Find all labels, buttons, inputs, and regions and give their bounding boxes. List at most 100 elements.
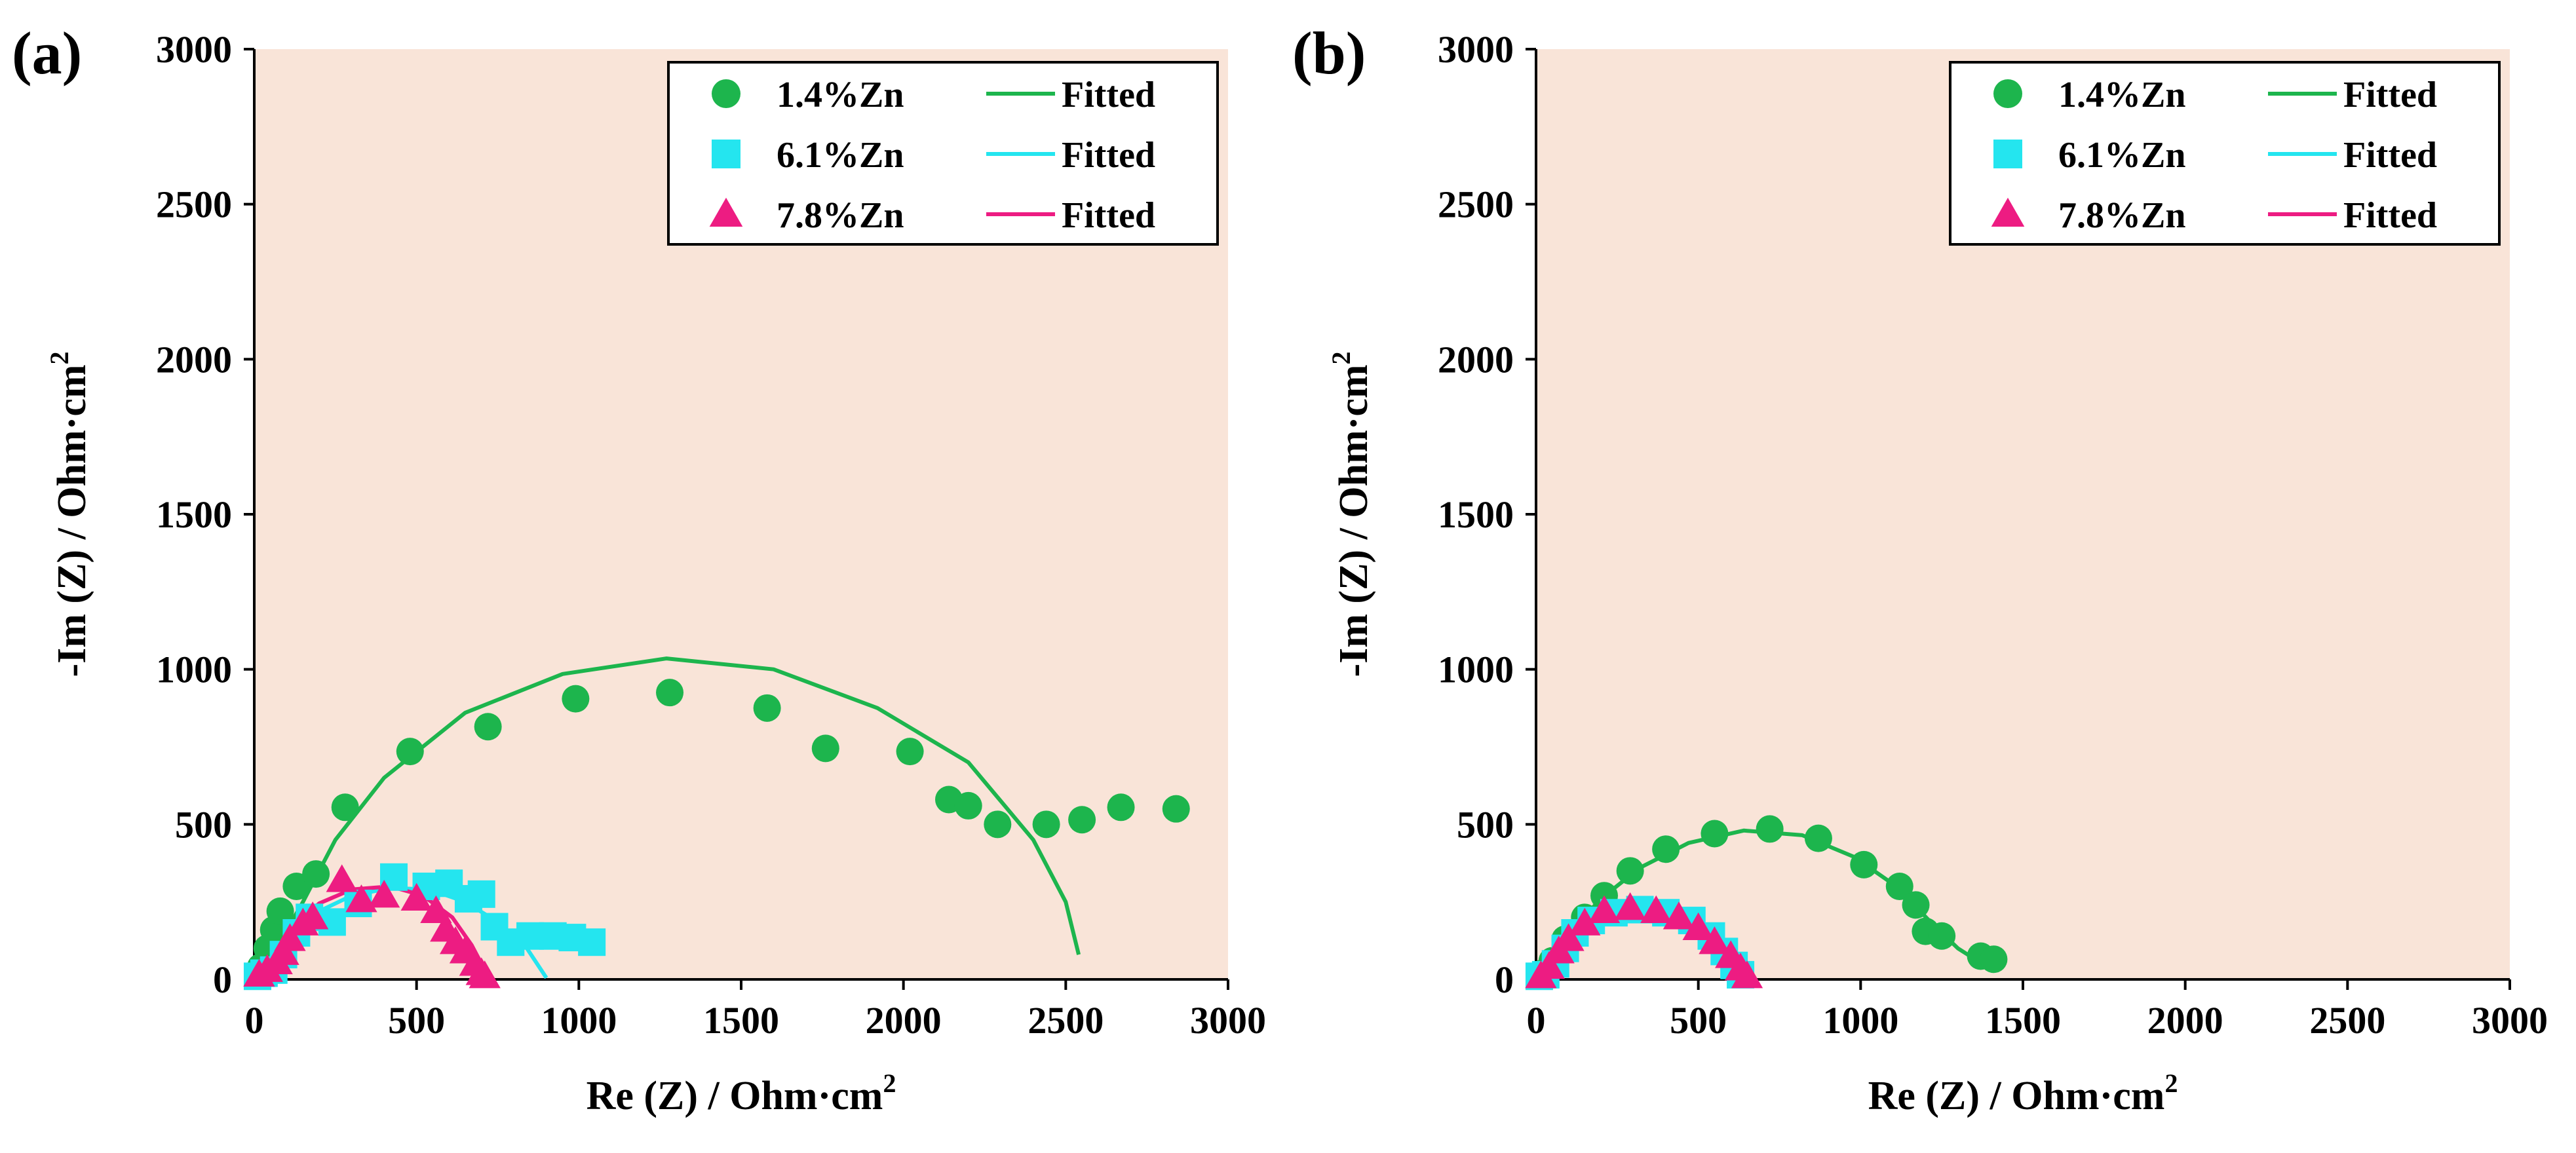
data-point — [274, 923, 306, 951]
legend-series-label: 7.8%Zn — [2058, 195, 2186, 236]
y-tick-label: 2500 — [1438, 183, 1514, 226]
data-point — [562, 685, 590, 713]
series-7.8%Zn — [243, 864, 501, 989]
y-tick-label: 2500 — [156, 183, 232, 226]
legend-marker — [1991, 197, 2025, 227]
x-tick-label: 3000 — [1190, 999, 1266, 1042]
data-point — [1902, 891, 1930, 919]
data-point — [474, 713, 502, 741]
data-point — [1614, 892, 1646, 920]
x-tick-label: 2500 — [1028, 999, 1104, 1042]
data-point — [1756, 815, 1784, 843]
data-point — [578, 928, 606, 956]
y-tick-label: 0 — [213, 958, 232, 1001]
y-tick-label: 2000 — [1438, 338, 1514, 381]
y-tick-label: 0 — [1495, 958, 1514, 1001]
x-tick-label: 0 — [1527, 999, 1546, 1042]
x-tick-label: 1500 — [703, 999, 779, 1042]
legend: 1.4%Zn Fitted 6.1%Zn Fitted 7.8%Zn Fitted — [667, 61, 1219, 246]
legend-fit-label: Fitted — [2343, 75, 2437, 115]
x-tick-label: 1000 — [1822, 999, 1898, 1042]
y-tick-label: 1500 — [1438, 493, 1514, 536]
data-point — [345, 884, 377, 913]
x-axis-label-superscript: 2 — [883, 1068, 896, 1098]
data-point — [1533, 951, 1565, 979]
legend-series-label: 6.1%Zn — [777, 135, 904, 176]
legend-series-label: 6.1%Zn — [2058, 135, 2186, 176]
data-point — [1640, 895, 1672, 923]
data-point — [400, 882, 433, 911]
data-point — [1663, 901, 1695, 930]
series-7.8%Zn — [1525, 892, 1763, 989]
legend-fit-label: Fitted — [1062, 75, 1155, 115]
y-axis-label: -Im (Z) / Ohm·cm2 — [45, 352, 94, 677]
data-point — [1850, 850, 1878, 879]
y-tick-label: 1000 — [156, 649, 232, 691]
data-point — [1569, 907, 1601, 936]
y-tick-label: 500 — [1457, 803, 1514, 846]
legend-marker — [712, 79, 740, 108]
legend: 1.4%Zn Fitted 6.1%Zn Fitted 7.8%Zn Fitted — [1949, 61, 2501, 246]
data-point — [266, 897, 294, 925]
data-point — [331, 793, 359, 822]
y-tick-label: 2000 — [156, 338, 232, 381]
legend-fit-label: Fitted — [1062, 195, 1155, 236]
data-point — [420, 895, 452, 923]
data-point — [954, 791, 982, 820]
y-tick-label: 500 — [175, 803, 232, 846]
data-point — [1804, 824, 1832, 852]
legend-fit-label: Fitted — [2343, 135, 2437, 176]
data-point — [896, 738, 924, 766]
panel-b: 0 500 1000 1500 2000 2500 3000 0 500 1000 1500 2000… — [1292, 20, 2548, 1118]
data-point — [1701, 820, 1729, 848]
legend-box — [1949, 61, 2501, 246]
x-tick-label: 2000 — [2147, 999, 2223, 1042]
data-point — [1652, 835, 1680, 863]
panel-label: (b) — [1292, 20, 1366, 86]
legend-series-label: 1.4%Zn — [2058, 75, 2186, 115]
legend-series-label: 1.4%Zn — [777, 75, 904, 115]
x-tick-label: 0 — [245, 999, 264, 1042]
legend-marker — [712, 140, 740, 168]
data-point — [368, 880, 400, 908]
x-tick-label: 1000 — [541, 999, 617, 1042]
data-point — [1980, 945, 2008, 973]
legend-fit-label: Fitted — [1062, 135, 1155, 176]
x-axis-label: Re (Z) / Ohm·cm2 — [1868, 1068, 2178, 1118]
data-point — [1928, 922, 1956, 950]
data-point — [811, 734, 839, 763]
data-point — [1162, 795, 1190, 823]
data-point — [656, 679, 684, 707]
legend-box — [667, 61, 1219, 246]
x-axis-label-superscript: 2 — [2164, 1068, 2178, 1098]
legend-series-label: 7.8%Zn — [777, 195, 904, 236]
x-tick-label: 500 — [388, 999, 445, 1042]
data-point — [396, 738, 424, 766]
legend-marker — [1993, 79, 2022, 108]
data-point — [267, 937, 299, 965]
x-tick-label: 2000 — [866, 999, 942, 1042]
data-point — [984, 810, 1012, 839]
data-point — [326, 864, 358, 892]
data-point — [1682, 912, 1714, 941]
x-tick-label: 500 — [1670, 999, 1727, 1042]
x-tick-label: 3000 — [2472, 999, 2548, 1042]
data-point — [1107, 793, 1135, 822]
data-point — [753, 694, 781, 722]
panel-a: 0 500 1000 1500 2000 2500 3000 0 500 1000 1500 2000… — [12, 20, 1266, 1118]
y-axis-label-superscript: 2 — [1326, 352, 1356, 365]
y-tick-label: 1500 — [156, 493, 232, 536]
y-tick-label: 1000 — [1438, 649, 1514, 691]
data-point — [467, 880, 495, 908]
data-point — [1885, 873, 1913, 900]
y-axis-label: -Im (Z) / Ohm·cm2 — [1326, 352, 1376, 677]
data-point — [1068, 806, 1096, 834]
data-point — [1699, 926, 1731, 955]
y-axis-label-superscript: 2 — [45, 352, 74, 365]
data-point — [297, 901, 329, 930]
y-tick-label: 3000 — [156, 28, 232, 71]
legend-marker — [1993, 140, 2022, 168]
legend-fit-label: Fitted — [2343, 195, 2437, 236]
data-point — [1552, 923, 1585, 951]
